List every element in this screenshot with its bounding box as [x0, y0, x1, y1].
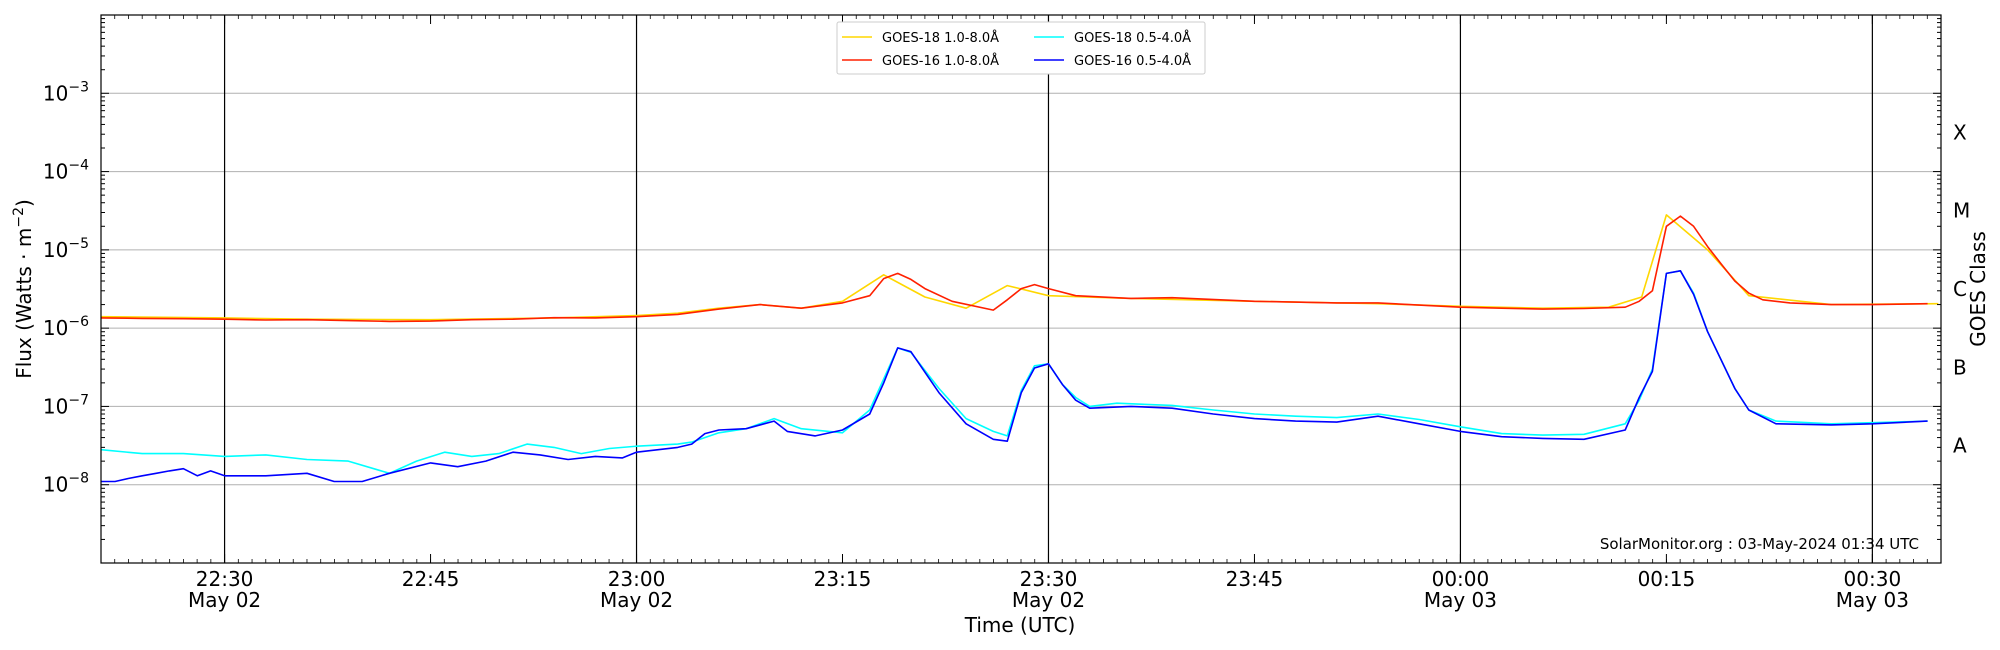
x-tick-label-date: May 02 [1012, 588, 1085, 612]
legend-label-goes18-long: GOES-18 1.0-8.0Å [882, 30, 999, 46]
goes-class-label: B [1953, 355, 1967, 379]
goes-class-label: X [1953, 120, 1967, 144]
right-axis-title: GOES Class [1966, 231, 1990, 347]
x-tick-label-time: 00:30 [1844, 567, 1902, 591]
x-axis-title: Time (UTC) [964, 613, 1076, 637]
date-marker-lines [223, 15, 1873, 563]
y-axis-title: Flux (Watts · m−2) [11, 199, 36, 379]
axis-ticks [100, 15, 1941, 564]
x-tick-label-time: 23:15 [814, 567, 872, 591]
goes-class-label: A [1953, 434, 1967, 458]
x-tick-label-time: 22:45 [402, 567, 460, 591]
y-axis-title-close: ) [12, 199, 36, 207]
y-tick-label: 10−6 [43, 314, 89, 340]
series-line-3 [101, 269, 1928, 483]
y-tick-label: 10−8 [43, 471, 89, 497]
legend-label-goes16-long: GOES-16 1.0-8.0Å [882, 53, 999, 69]
y-tick-label: 10−4 [43, 158, 89, 184]
y-tick-label: 10−5 [43, 236, 89, 262]
x-tick-label-time: 00:15 [1638, 567, 1696, 591]
x-tick-label-date: May 03 [1836, 588, 1909, 612]
legend-label-goes16-short: GOES-16 0.5-4.0Å [1074, 53, 1191, 69]
x-tick-label-date: May 03 [1424, 588, 1497, 612]
x-tick-label-time: 00:00 [1432, 567, 1490, 591]
x-tick-label-time: 22:30 [196, 567, 254, 591]
series-lines [100, 214, 1939, 483]
legend-box [836, 21, 1206, 75]
goes-class-labels: A B C M X [1953, 120, 1970, 457]
y-tick-labels: 10−8 10−7 10−6 10−5 10−4 10−3 [43, 79, 89, 496]
y-tick-label: 10−7 [43, 392, 89, 418]
legend-label-goes18-short: GOES-18 0.5-4.0Å [1074, 30, 1191, 46]
gridlines [101, 92, 1941, 486]
y-axis-title-main: Flux (Watts · m [12, 228, 36, 379]
x-tick-label-time: 23:00 [608, 567, 666, 591]
series-line-1 [100, 215, 1928, 323]
x-tick-label-date: May 02 [600, 588, 673, 612]
x-tick-label-date: May 02 [188, 588, 261, 612]
footer-credit: SolarMonitor.org : 03-May-2024 01:34 UTC [1600, 535, 1919, 553]
y-tick-label: 10−3 [43, 79, 89, 105]
goes-class-label: C [1953, 277, 1967, 301]
y-axis-title-exponent: −2 [11, 207, 27, 228]
legend: GOES-18 1.0-8.0Å GOES-16 1.0-8.0Å GOES-1… [836, 21, 1206, 75]
x-tick-label-time: 23:45 [1226, 567, 1284, 591]
series-line-0 [100, 214, 1939, 321]
x-tick-label-time: 23:30 [1020, 567, 1078, 591]
goes-class-label: M [1953, 199, 1970, 223]
